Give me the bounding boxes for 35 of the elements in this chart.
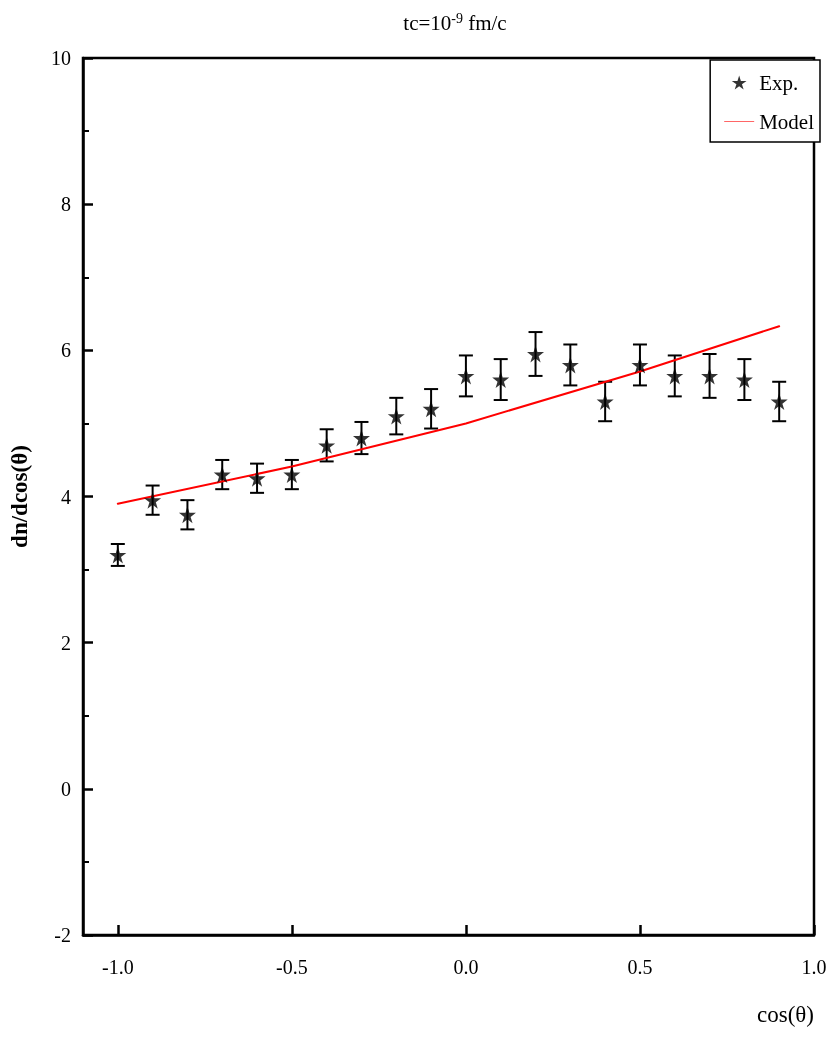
point (492, 371, 510, 389)
y-tick-label: 10 (51, 47, 71, 69)
y-tick-label: 4 (61, 485, 71, 508)
point (178, 506, 196, 524)
legend-label: Model (759, 109, 815, 134)
point (666, 367, 684, 385)
point (561, 356, 579, 374)
y-tick-label: 2 (61, 631, 71, 654)
y-axis-title: dn/dcos(θ) (7, 445, 32, 548)
y-tick-label: -2 (54, 924, 71, 946)
point (527, 345, 545, 363)
point (144, 491, 162, 509)
point (213, 466, 231, 484)
x-tick-label: -1.0 (101, 956, 134, 978)
point (735, 371, 753, 389)
point (318, 436, 336, 454)
point (701, 367, 719, 385)
y-tick-label: 8 (61, 193, 71, 216)
point (352, 429, 370, 447)
point (283, 466, 301, 484)
x-tick-label: 0.0 (453, 956, 479, 978)
x-tick-label: 1.0 (801, 956, 827, 978)
y-tick-label: 0 (61, 777, 71, 800)
y-tick-label: 6 (61, 339, 71, 362)
point (457, 367, 475, 385)
x-tick-label: -0.5 (276, 956, 308, 978)
point (631, 356, 649, 374)
point (770, 392, 788, 410)
point (422, 400, 440, 418)
line-series (116, 325, 781, 505)
legend-label: Exp. (759, 70, 799, 95)
point (387, 407, 405, 425)
x-axis-title: cos(θ) (757, 1002, 814, 1027)
point (596, 392, 614, 410)
x-tick-label: 0.5 (627, 956, 653, 978)
